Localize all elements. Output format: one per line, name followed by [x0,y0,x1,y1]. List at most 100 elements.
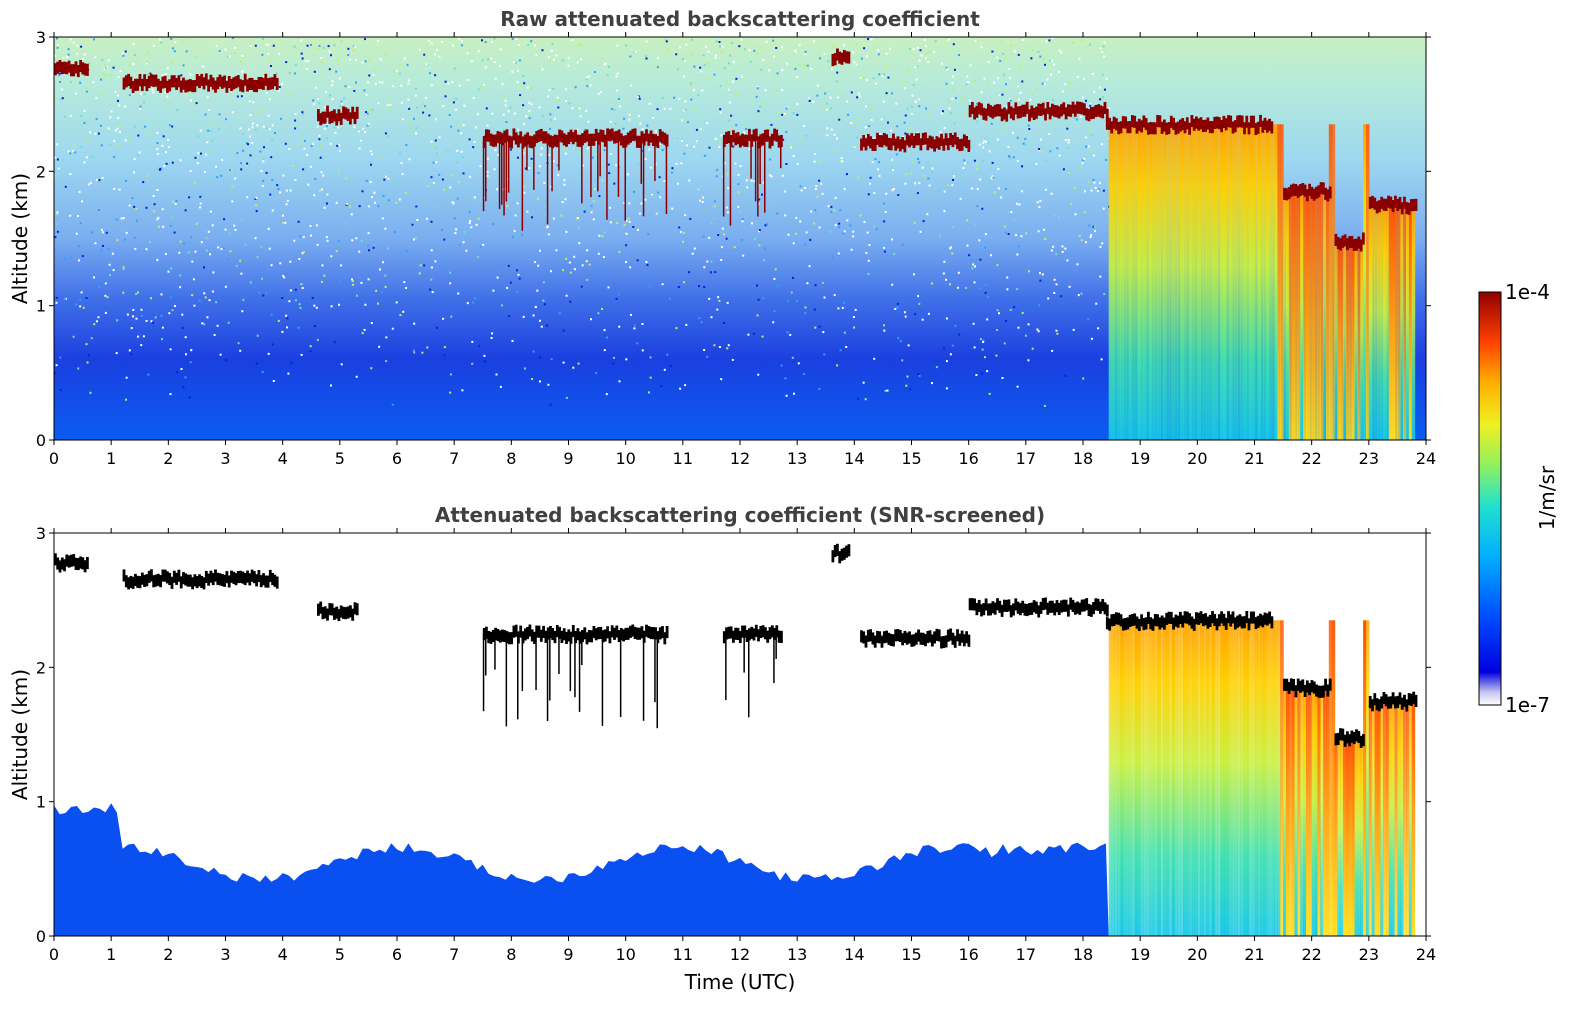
noise-speckle [917,295,920,298]
noise-speckle [719,84,722,87]
noise-speckle [284,142,287,145]
noise-speckle [979,338,982,341]
cloud-segment [1308,183,1311,196]
noise-speckle [955,97,958,99]
noise-speckle [1015,234,1018,237]
noise-speckle [969,149,972,152]
noise-speckle [984,291,987,294]
cloud-segment [871,632,875,645]
noise-speckle [1061,245,1064,248]
cloud-segment [1046,102,1050,115]
cloud-segment [1373,693,1377,706]
cloud-segment [975,105,979,118]
cloud-segment [1051,103,1054,116]
noise-speckle [842,232,845,235]
noise-speckle [524,167,527,170]
cloud-segment [1112,613,1116,626]
precipitation-column [1114,620,1118,936]
noise-speckle [1005,105,1008,108]
noise-speckle [104,311,107,314]
noise-speckle [179,274,182,277]
noise-speckle [231,37,234,40]
cloud-segment [553,631,557,644]
noise-speckle [683,152,686,155]
noise-speckle [735,77,738,80]
cloud-segment [255,574,258,587]
noise-speckle [784,377,787,380]
cloud-segment [926,138,930,151]
cloud-segment [1044,108,1047,121]
cloud-segment [1322,685,1325,698]
noise-speckle [120,125,123,128]
noise-speckle [798,63,801,66]
noise-speckle [1099,98,1102,101]
noise-speckle [69,173,72,176]
cloud-segment [1380,196,1384,209]
noise-speckle [472,301,475,304]
cloud-segment [898,139,902,152]
cloud-segment [640,626,644,639]
noise-speckle [330,255,333,258]
cloud-segment [239,570,242,583]
noise-speckle [943,210,946,213]
noise-speckle [803,64,806,67]
noise-speckle [135,293,138,295]
noise-speckle [379,58,382,61]
cloud-segment [626,132,630,145]
noise-speckle [399,151,401,154]
noise-speckle [174,203,177,205]
noise-speckle [288,300,291,303]
noise-speckle [855,63,858,66]
noise-speckle [537,264,540,267]
cloud-segment [873,635,877,648]
noise-speckle [378,81,381,84]
noise-speckle [121,52,124,55]
noise-speckle [574,86,577,89]
cloud-segment [1391,692,1395,705]
cloud-segment [732,130,735,143]
noise-speckle [475,223,478,226]
noise-speckle [910,172,913,175]
noise-speckle [235,264,238,267]
cloud-segment [1243,122,1246,135]
noise-speckle [425,96,427,99]
boundary-layer [54,803,1109,936]
noise-speckle [163,165,166,168]
noise-speckle [171,161,174,164]
noise-speckle [625,219,628,222]
x-tick-label: 22 [1301,945,1321,964]
noise-speckle [405,144,408,147]
noise-speckle [124,50,127,53]
noise-speckle [538,356,541,359]
noise-speckle [618,251,621,253]
noise-speckle [587,120,590,123]
noise-speckle [112,269,115,272]
noise-speckle [1024,143,1027,146]
noise-speckle [865,105,867,108]
noise-speckle [100,124,102,127]
cloud-segment [555,625,559,638]
cloud-segment [353,602,357,615]
noise-speckle [808,99,811,102]
noise-speckle [170,61,173,64]
precipitation-column [1260,124,1264,440]
precipitation-column [1160,620,1164,936]
cloud-segment [574,129,577,142]
noise-speckle [1096,189,1099,192]
cloud-segment [1357,730,1361,743]
noise-speckle [180,74,183,77]
cloud-segment [636,627,639,640]
noise-speckle [501,83,504,86]
noise-speckle [529,213,532,216]
noise-speckle [174,41,177,44]
cloud-segment [1053,603,1057,616]
noise-speckle [160,293,163,296]
noise-speckle [589,84,592,87]
noise-speckle [1039,279,1042,282]
x-tick-label: 9 [563,945,573,964]
noise-speckle [616,222,619,224]
cloud-segment [1310,680,1314,693]
noise-speckle [369,150,372,153]
noise-speckle [251,126,254,129]
noise-speckle [1002,52,1005,55]
